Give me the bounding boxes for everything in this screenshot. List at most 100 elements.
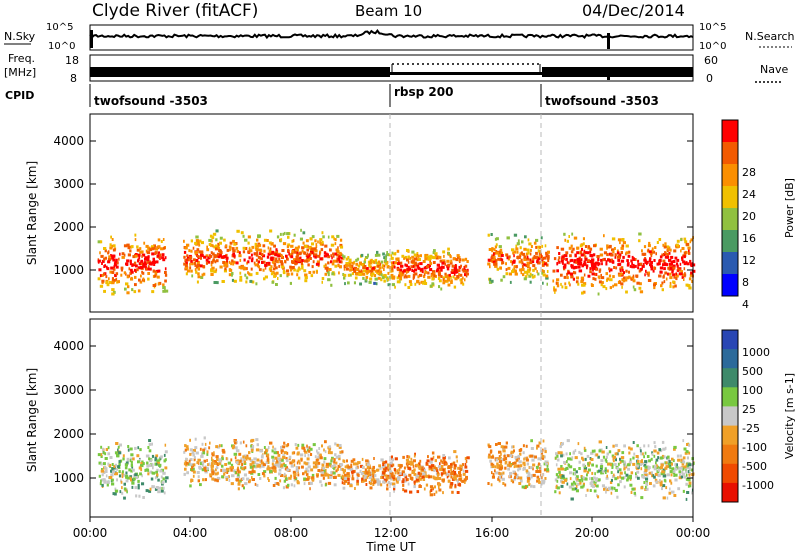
- velocity-cell-5-344: [643, 455, 645, 459]
- velocity-cell-1-492: [211, 456, 213, 460]
- velocity-cell-2-169: [351, 470, 355, 474]
- velocity-cell-5-15: [613, 486, 616, 490]
- velocity-cell-0-55: [161, 481, 165, 485]
- power-cell-5-331: [566, 239, 569, 243]
- velocity-cell-2-104: [367, 469, 370, 473]
- power-cell-1-94: [279, 232, 282, 236]
- velocity-cell-1-445: [220, 444, 223, 448]
- velocity-cell-1-542: [330, 459, 333, 463]
- power-cell-4-181: [536, 259, 539, 263]
- velocity-cell-0-170: [162, 471, 166, 475]
- velocity-cell-3-236: [437, 477, 442, 480]
- velocity-cell-5-21: [651, 451, 653, 455]
- power-cell-1-517: [297, 267, 301, 271]
- velocity-cell-1-526: [311, 476, 315, 480]
- power-cell-4-87: [498, 245, 502, 249]
- velocity-cell-0-159: [139, 472, 142, 476]
- velocity-cell-1-465: [197, 475, 200, 479]
- power-cell-2-69: [351, 272, 354, 276]
- power-cell-1-111: [273, 244, 276, 248]
- power-cell-2-99: [373, 281, 376, 285]
- velocity-cell-1-371: [185, 457, 188, 461]
- velocity-cell-5-372: [580, 452, 583, 456]
- power-cell-3-62: [464, 273, 467, 277]
- velocity-cell-4-212: [535, 470, 539, 473]
- vel-cb-tick-m25: -25: [742, 422, 760, 435]
- power-cell-5-358: [647, 279, 652, 282]
- velocity-cell-1-419: [242, 455, 245, 459]
- velocity-cell-4-177: [512, 470, 516, 474]
- power-cell-2-52: [379, 262, 382, 266]
- power-cell-5-384: [659, 270, 663, 274]
- velocity-cell-1-545: [209, 473, 213, 477]
- power-cell-3-33: [439, 259, 443, 263]
- velocity-cell-5-323: [675, 467, 678, 471]
- power-cell-5-101: [662, 263, 665, 267]
- velocity-cell-0-224: [154, 462, 157, 466]
- power-cell-5-235: [621, 285, 623, 289]
- power-cell-5-299: [582, 252, 586, 256]
- velocity-cell-3-197: [458, 471, 462, 474]
- velocity-cell-1-449: [204, 442, 207, 446]
- velocity-cell-4-166: [498, 460, 503, 464]
- velocity-cell-5-390: [594, 479, 598, 483]
- power-cell-0-220: [141, 254, 143, 258]
- power-cell-2-135: [383, 256, 385, 260]
- xtick-1600: 16:00: [475, 526, 510, 540]
- power-cell-5-40: [552, 279, 555, 283]
- power-cell-2-56: [368, 280, 372, 284]
- power-cell-5-397: [660, 284, 663, 288]
- power-cell-0-164: [134, 253, 138, 256]
- velocity-cell-1-340: [242, 467, 246, 471]
- nsky-tick-bottom: 10^0: [48, 41, 75, 52]
- velocity-cell-5-312: [629, 476, 632, 480]
- power-cell-5-202: [658, 274, 662, 278]
- power-cell-5-289: [645, 262, 648, 266]
- power-cell-1-27: [263, 238, 267, 242]
- power-cell-1-122: [196, 261, 200, 264]
- power-cell-5-309: [690, 238, 693, 242]
- velocity-cell-0-68: [121, 491, 124, 495]
- power-cell-1-85: [270, 265, 273, 269]
- power-cell-3-18: [463, 266, 466, 269]
- power-cell-3-177: [429, 254, 433, 258]
- velocity-cell-1-497: [325, 462, 330, 466]
- power-cell-3-225: [400, 273, 403, 277]
- velocity-cell-1-431: [290, 483, 293, 487]
- power-cell-3-158: [392, 275, 396, 279]
- power-cell-1-356: [266, 239, 269, 242]
- power-cell-0-208: [153, 263, 156, 266]
- power-cell-3-24: [407, 265, 410, 269]
- power-cell-2-92: [354, 266, 357, 270]
- power-cell-1-104: [189, 262, 191, 266]
- power-cell-4-207: [529, 267, 531, 271]
- velocity-cell-1-50: [292, 451, 296, 455]
- power-cell-1-557: [268, 249, 272, 253]
- power-cell-3-218: [446, 274, 450, 278]
- velocity-cell-3-264: [454, 483, 457, 487]
- velocity-colorbar-swatch-4: [722, 406, 738, 426]
- velocity-cell-5-97: [617, 449, 621, 453]
- velocity-cell-3-241: [460, 464, 463, 468]
- velocity-cell-0-240: [132, 468, 135, 472]
- power-cell-4-175: [529, 248, 532, 252]
- velocity-cell-5-229: [575, 475, 579, 479]
- power-cell-4-24: [531, 273, 534, 277]
- velocity-cell-3-267: [460, 478, 462, 482]
- velocity-cell-4-150: [539, 463, 541, 466]
- xtick-2400: 00:00: [676, 526, 711, 540]
- velocity-cell-4-28: [518, 467, 522, 471]
- velocity-cell-0-203: [121, 471, 124, 475]
- power-cell-1-214: [303, 251, 307, 255]
- power-ytick-3000: 3000: [53, 177, 84, 191]
- power-cell-1-522: [319, 238, 323, 242]
- velocity-cell-1-507: [196, 461, 199, 465]
- velocity-cell-2-13: [346, 477, 350, 481]
- power-cell-2-28: [391, 251, 394, 255]
- velocity-cell-5-407: [623, 485, 626, 489]
- velocity-cell-5-287: [637, 456, 639, 460]
- velocity-cell-3-89: [444, 467, 446, 471]
- power-cell-3-35: [432, 261, 436, 264]
- velocity-cell-4-100: [504, 457, 508, 460]
- power-cell-3-141: [423, 266, 427, 270]
